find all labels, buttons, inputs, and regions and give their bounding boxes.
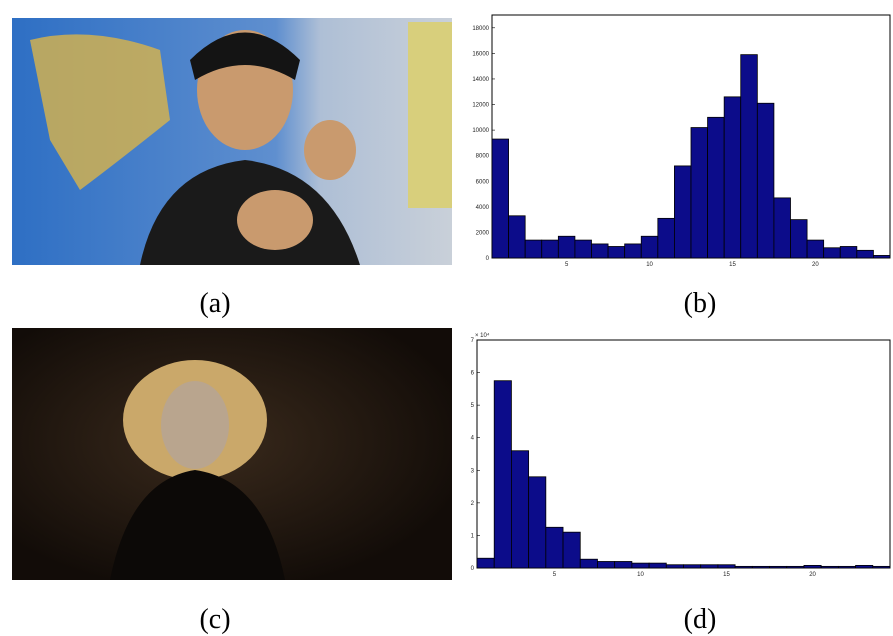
y-tick-label: 0 bbox=[471, 566, 475, 572]
bar bbox=[615, 561, 632, 568]
bar bbox=[770, 566, 787, 568]
y-tick-label: 6000 bbox=[476, 179, 490, 185]
y-tick-label: 4000 bbox=[476, 205, 490, 211]
bar bbox=[752, 566, 769, 568]
y-tick-label: 4 bbox=[471, 436, 475, 442]
y-tick-label: 1 bbox=[471, 533, 475, 539]
bar bbox=[641, 236, 658, 258]
bar bbox=[492, 139, 509, 258]
bar bbox=[580, 559, 597, 568]
bar bbox=[684, 565, 701, 568]
bar bbox=[838, 566, 855, 568]
bar bbox=[525, 240, 542, 258]
caption: (a) bbox=[199, 288, 230, 319]
bar bbox=[625, 244, 642, 258]
bar bbox=[558, 236, 575, 258]
bar bbox=[757, 103, 774, 258]
y-tick-label: 14000 bbox=[472, 77, 489, 83]
bar bbox=[735, 566, 752, 568]
bar bbox=[563, 532, 580, 568]
bar bbox=[509, 216, 526, 258]
bar bbox=[807, 240, 824, 258]
bar bbox=[529, 477, 546, 568]
bar bbox=[708, 117, 725, 258]
bar bbox=[632, 563, 649, 568]
y-tick-label: 16000 bbox=[472, 51, 489, 57]
bar bbox=[674, 166, 691, 258]
x-tick-label: 20 bbox=[812, 262, 819, 268]
bar bbox=[873, 255, 890, 258]
y-tick-label: 12000 bbox=[472, 103, 489, 109]
bar bbox=[741, 55, 758, 258]
bar bbox=[774, 198, 791, 258]
y-tick-label: 3 bbox=[471, 468, 475, 474]
x-tick-label: 10 bbox=[637, 572, 644, 578]
bar bbox=[857, 250, 874, 258]
y-tick-label: 2000 bbox=[476, 230, 490, 236]
caption: (c) bbox=[199, 604, 230, 635]
bar bbox=[691, 128, 708, 258]
bar bbox=[787, 566, 804, 568]
caption: (b) bbox=[684, 288, 717, 319]
y-axis-note: × 10⁴ bbox=[475, 332, 490, 339]
bar bbox=[649, 563, 666, 568]
y-tick-label: 6 bbox=[471, 371, 475, 377]
bar bbox=[666, 565, 683, 568]
bar bbox=[701, 565, 718, 568]
bar bbox=[840, 246, 857, 258]
bar bbox=[724, 97, 741, 258]
figure: (a) (b) (c) (d) 020004000600080001000012… bbox=[0, 0, 893, 636]
bar bbox=[821, 566, 838, 568]
bar bbox=[804, 565, 821, 568]
bar bbox=[658, 218, 675, 258]
bar bbox=[477, 558, 494, 568]
bar bbox=[791, 220, 808, 258]
y-tick-label: 18000 bbox=[472, 26, 489, 32]
bar bbox=[546, 527, 563, 568]
bar bbox=[494, 381, 511, 568]
y-tick-label: 8000 bbox=[476, 154, 490, 160]
y-tick-label: 0 bbox=[486, 256, 490, 262]
photo-c bbox=[12, 328, 452, 580]
bar bbox=[856, 565, 873, 568]
bar bbox=[873, 566, 890, 568]
bar bbox=[597, 561, 614, 568]
x-tick-label: 15 bbox=[729, 262, 736, 268]
x-tick-label: 15 bbox=[723, 572, 730, 578]
charts: 0 2000 4000 6000 8000 10000 12000 14000 16000 180… bbox=[471, 15, 890, 578]
caption: (d) bbox=[684, 604, 717, 635]
bar bbox=[608, 246, 625, 258]
bar bbox=[592, 244, 609, 258]
bar bbox=[575, 240, 592, 258]
bar bbox=[824, 248, 841, 258]
y-tick-label: 2 bbox=[471, 501, 475, 507]
x-tick-label: 10 bbox=[646, 262, 653, 268]
y-tick-label: 5 bbox=[471, 403, 475, 409]
bar bbox=[511, 451, 528, 568]
y-tick-label: 10000 bbox=[472, 128, 489, 134]
bar bbox=[718, 565, 735, 568]
x-tick-label: 5 bbox=[565, 262, 569, 268]
x-tick-label: 20 bbox=[809, 572, 816, 578]
x-tick-label: 5 bbox=[553, 572, 557, 578]
photo-a bbox=[12, 18, 452, 265]
bar bbox=[542, 240, 559, 258]
